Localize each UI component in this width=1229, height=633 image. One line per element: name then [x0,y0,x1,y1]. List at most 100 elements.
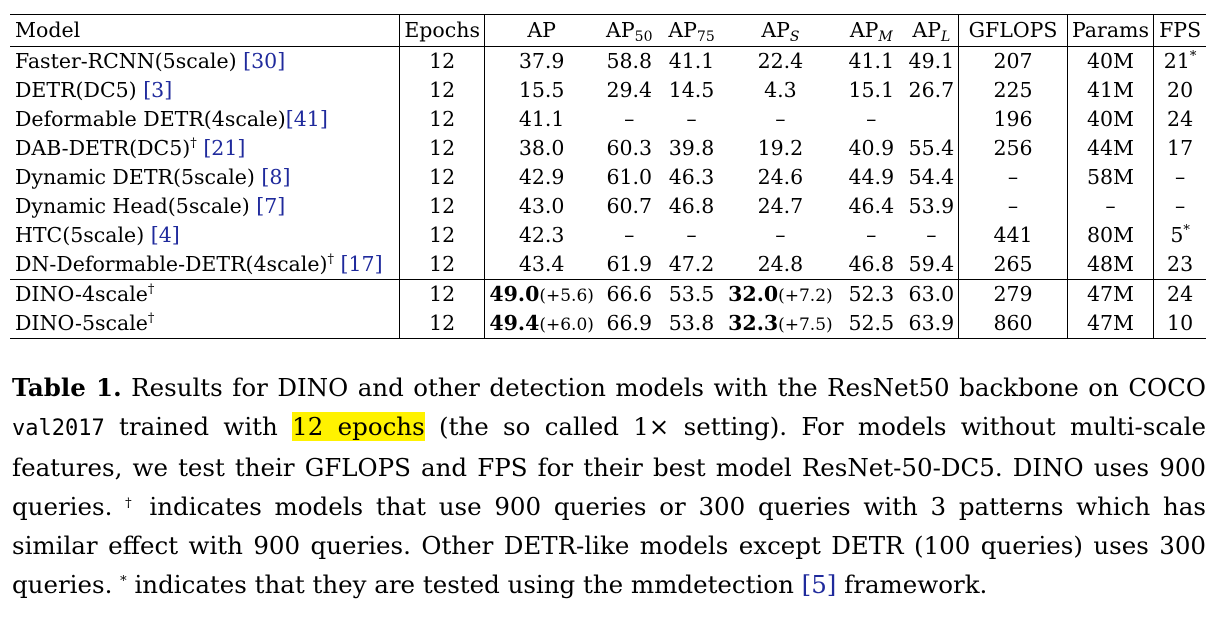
cell-model: DINO-4scale† [10,279,401,309]
aps-value: 32.3 [728,311,779,335]
cell-ap75: 46.8 [668,194,715,219]
cell-apm: 41.1 [848,49,895,74]
table-caption: Table 1. Results for DINO and other dete… [12,368,1206,604]
citation-link[interactable]: [41] [285,107,328,132]
cell-ap: 41.1 [518,107,565,132]
citation-link[interactable]: [30] [243,49,286,74]
cell-gflops: – [958,163,1068,192]
aps-delta: (+7.2) [778,286,833,306]
cell-epochs: 12 [399,105,486,134]
model-name: Dynamic DETR(5scale) [15,165,262,190]
cell-ap75: 47.2 [660,250,723,280]
cell-params: 40M [1067,46,1155,76]
fps-value: 23 [1167,252,1194,277]
cell-ap75: 46.3 [668,165,715,190]
cell-aps: 4.3 [764,78,797,103]
cell-epochs: 12 [399,309,486,339]
header-apm: APM [838,14,905,47]
cell-model: Dynamic DETR(5scale) [8] [10,163,401,192]
cell-fps: 20 [1154,76,1206,105]
star-mark: * [1189,49,1197,65]
header-aps: APS [722,14,839,47]
header-gflops: GFLOPS [958,14,1068,47]
cell-model: Dynamic Head(5scale) [7] [10,192,401,221]
dagger-mark: † [147,311,155,327]
citation-link[interactable]: [3] [143,78,173,103]
cell-gflops: 860 [958,309,1068,339]
cell-apl: 59.4 [904,250,959,280]
cell-fps: 10 [1153,309,1206,339]
cell-ap50: 61.0 [606,165,653,190]
ap-delta: (+6.0) [539,315,594,335]
caption-code: val2017 [12,416,105,441]
cell-ap: 49.4(+6.0) [484,309,599,339]
cell-gflops: 207 [958,46,1068,76]
citation-link[interactable]: [7] [256,194,286,219]
cell-gflops: 265 [958,250,1068,280]
cell-apm: – [866,223,877,248]
header-ap: AP [484,14,599,47]
cell-apl: 63.9 [904,309,960,339]
citation-link[interactable]: [4] [150,223,180,248]
cell-apl: 63.0 [904,279,960,309]
cell-gflops: 441 [958,221,1068,250]
citation-link[interactable]: [17] [340,252,383,277]
cell-fps: 24 [1167,282,1194,307]
cell-fps: 5* [1154,221,1206,250]
cell-ap: 42.3 [518,223,565,248]
header-ap50: AP50 [598,14,661,47]
model-name: DETR(DC5) [15,78,144,103]
dagger-mark: † [327,252,334,268]
cell-ap50: 60.7 [606,194,653,219]
ap-value: 49.0 [489,282,540,306]
citation-link[interactable]: [21] [203,136,246,161]
caption-text: trained with [104,412,293,441]
caption-text: Results for DINO and other detection mod… [121,373,1206,402]
fps-value: 21 [1163,49,1190,74]
cell-model: HTC(5scale) [4] [10,221,401,250]
caption-text: (the so called 1× setting). For models w… [12,412,1206,521]
cell-params: – [1067,192,1155,221]
cell-apl [904,105,958,134]
cell-aps: 32.3(+7.5) [722,309,839,339]
fps-value: – [1174,165,1186,190]
cell-fps: 24 [1154,105,1206,134]
dagger-mark: † [190,136,197,152]
fps-value: 20 [1167,78,1194,103]
table-row: Dynamic Head(5scale) [7] 12 43.0 60.7 46.8 24… [10,192,1206,221]
header-model: Model [10,14,401,47]
cell-epochs: 12 [399,250,486,280]
cell-ap75: 14.5 [668,78,715,103]
cell-gflops: 196 [958,105,1068,134]
ap-delta: (+5.6) [539,286,594,306]
dagger-mark: † [147,282,155,298]
table-row: DN-Deformable-DETR(4scale)† [17] 12 43.4 61… [10,250,1206,280]
citation-link[interactable]: [5] [801,570,837,599]
table-row: HTC(5scale) [4] 12 42.3– – – – –441 80M 5* [10,221,1206,250]
header-epochs: Epochs [399,14,486,47]
cell-ap75: 53.8 [660,309,723,339]
table-row: Faster-RCNN(5scale) [30] 12 37.9 58.8 41.1 22… [10,46,1206,76]
cell-ap: 37.9 [518,49,565,74]
caption-label: Table 1. [12,373,122,402]
cell-params: 58M [1067,163,1155,192]
aps-value: 32.0 [728,282,779,306]
cell-apl: 55.4 [908,136,955,161]
star-mark: * [1183,223,1190,239]
cell-fps: – [1154,192,1206,221]
cell-fps: 23 [1153,250,1206,280]
header-apl: APL [904,14,959,47]
cell-model: DETR(DC5) [3] [10,76,401,105]
cell-epochs: 12 [399,192,486,221]
cell-model: Deformable DETR(4scale)[41] [10,105,401,134]
cell-ap75: – [686,223,697,248]
model-name: Dynamic Head(5scale) [15,194,257,219]
cell-model: DAB-DETR(DC5)† [21] [10,134,401,163]
cell-ap: 43.4 [484,250,599,280]
cell-ap: 49.0(+5.6) [484,279,599,309]
cell-apm: 40.9 [848,136,895,161]
cell-ap50: 66.9 [598,309,661,339]
citation-link[interactable]: [8] [261,165,291,190]
cell-epochs: 12 [399,76,486,105]
cell-ap75: 53.5 [668,282,715,307]
